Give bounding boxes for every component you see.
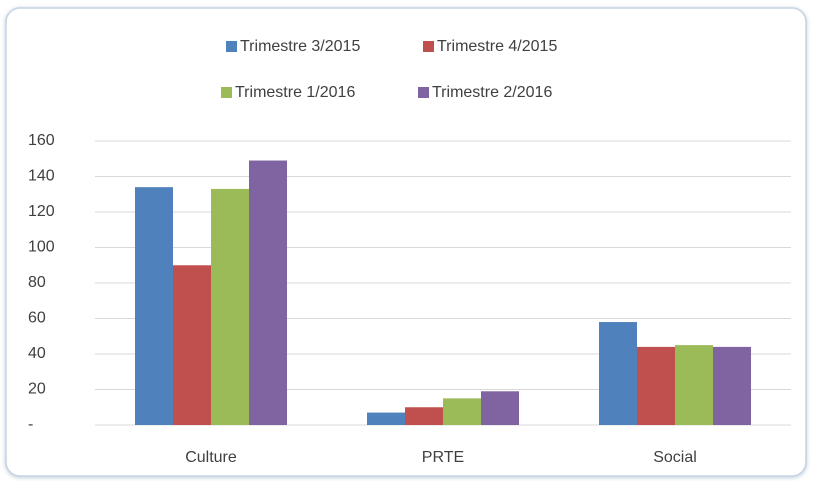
x-tick-label: Social [653,449,697,466]
bar [173,265,211,425]
legend-label: Trimestre 4/2015 [437,38,557,55]
bar [713,346,751,425]
legend-label: Trimestre 1/2016 [235,84,355,101]
bar [135,187,173,425]
bar [367,412,405,425]
bar [443,398,481,425]
legend-label: Trimestre 3/2015 [240,38,360,55]
y-tick-label: 120 [28,203,55,220]
bar [637,346,675,425]
bar [249,160,287,425]
y-tick-label: 40 [28,345,46,362]
bar [211,188,249,425]
y-tick-label: 140 [28,168,55,185]
legend-swatch [423,41,434,52]
legend-swatch [226,41,237,52]
y-tick-label: 160 [28,132,55,149]
legend-swatch [418,87,429,98]
y-tick-label: 100 [28,239,55,256]
legend-label: Trimestre 2/2016 [432,84,552,101]
y-tick-label: 80 [28,274,46,291]
bar [405,407,443,425]
legend-swatch [221,87,232,98]
y-tick-label: - [28,416,33,433]
bar [599,322,637,425]
x-tick-label: PRTE [422,449,464,466]
bar [675,345,713,425]
y-tick-label: 20 [28,381,46,398]
x-tick-label: Culture [185,449,237,466]
y-tick-label: 60 [28,310,46,327]
bar [481,391,519,425]
